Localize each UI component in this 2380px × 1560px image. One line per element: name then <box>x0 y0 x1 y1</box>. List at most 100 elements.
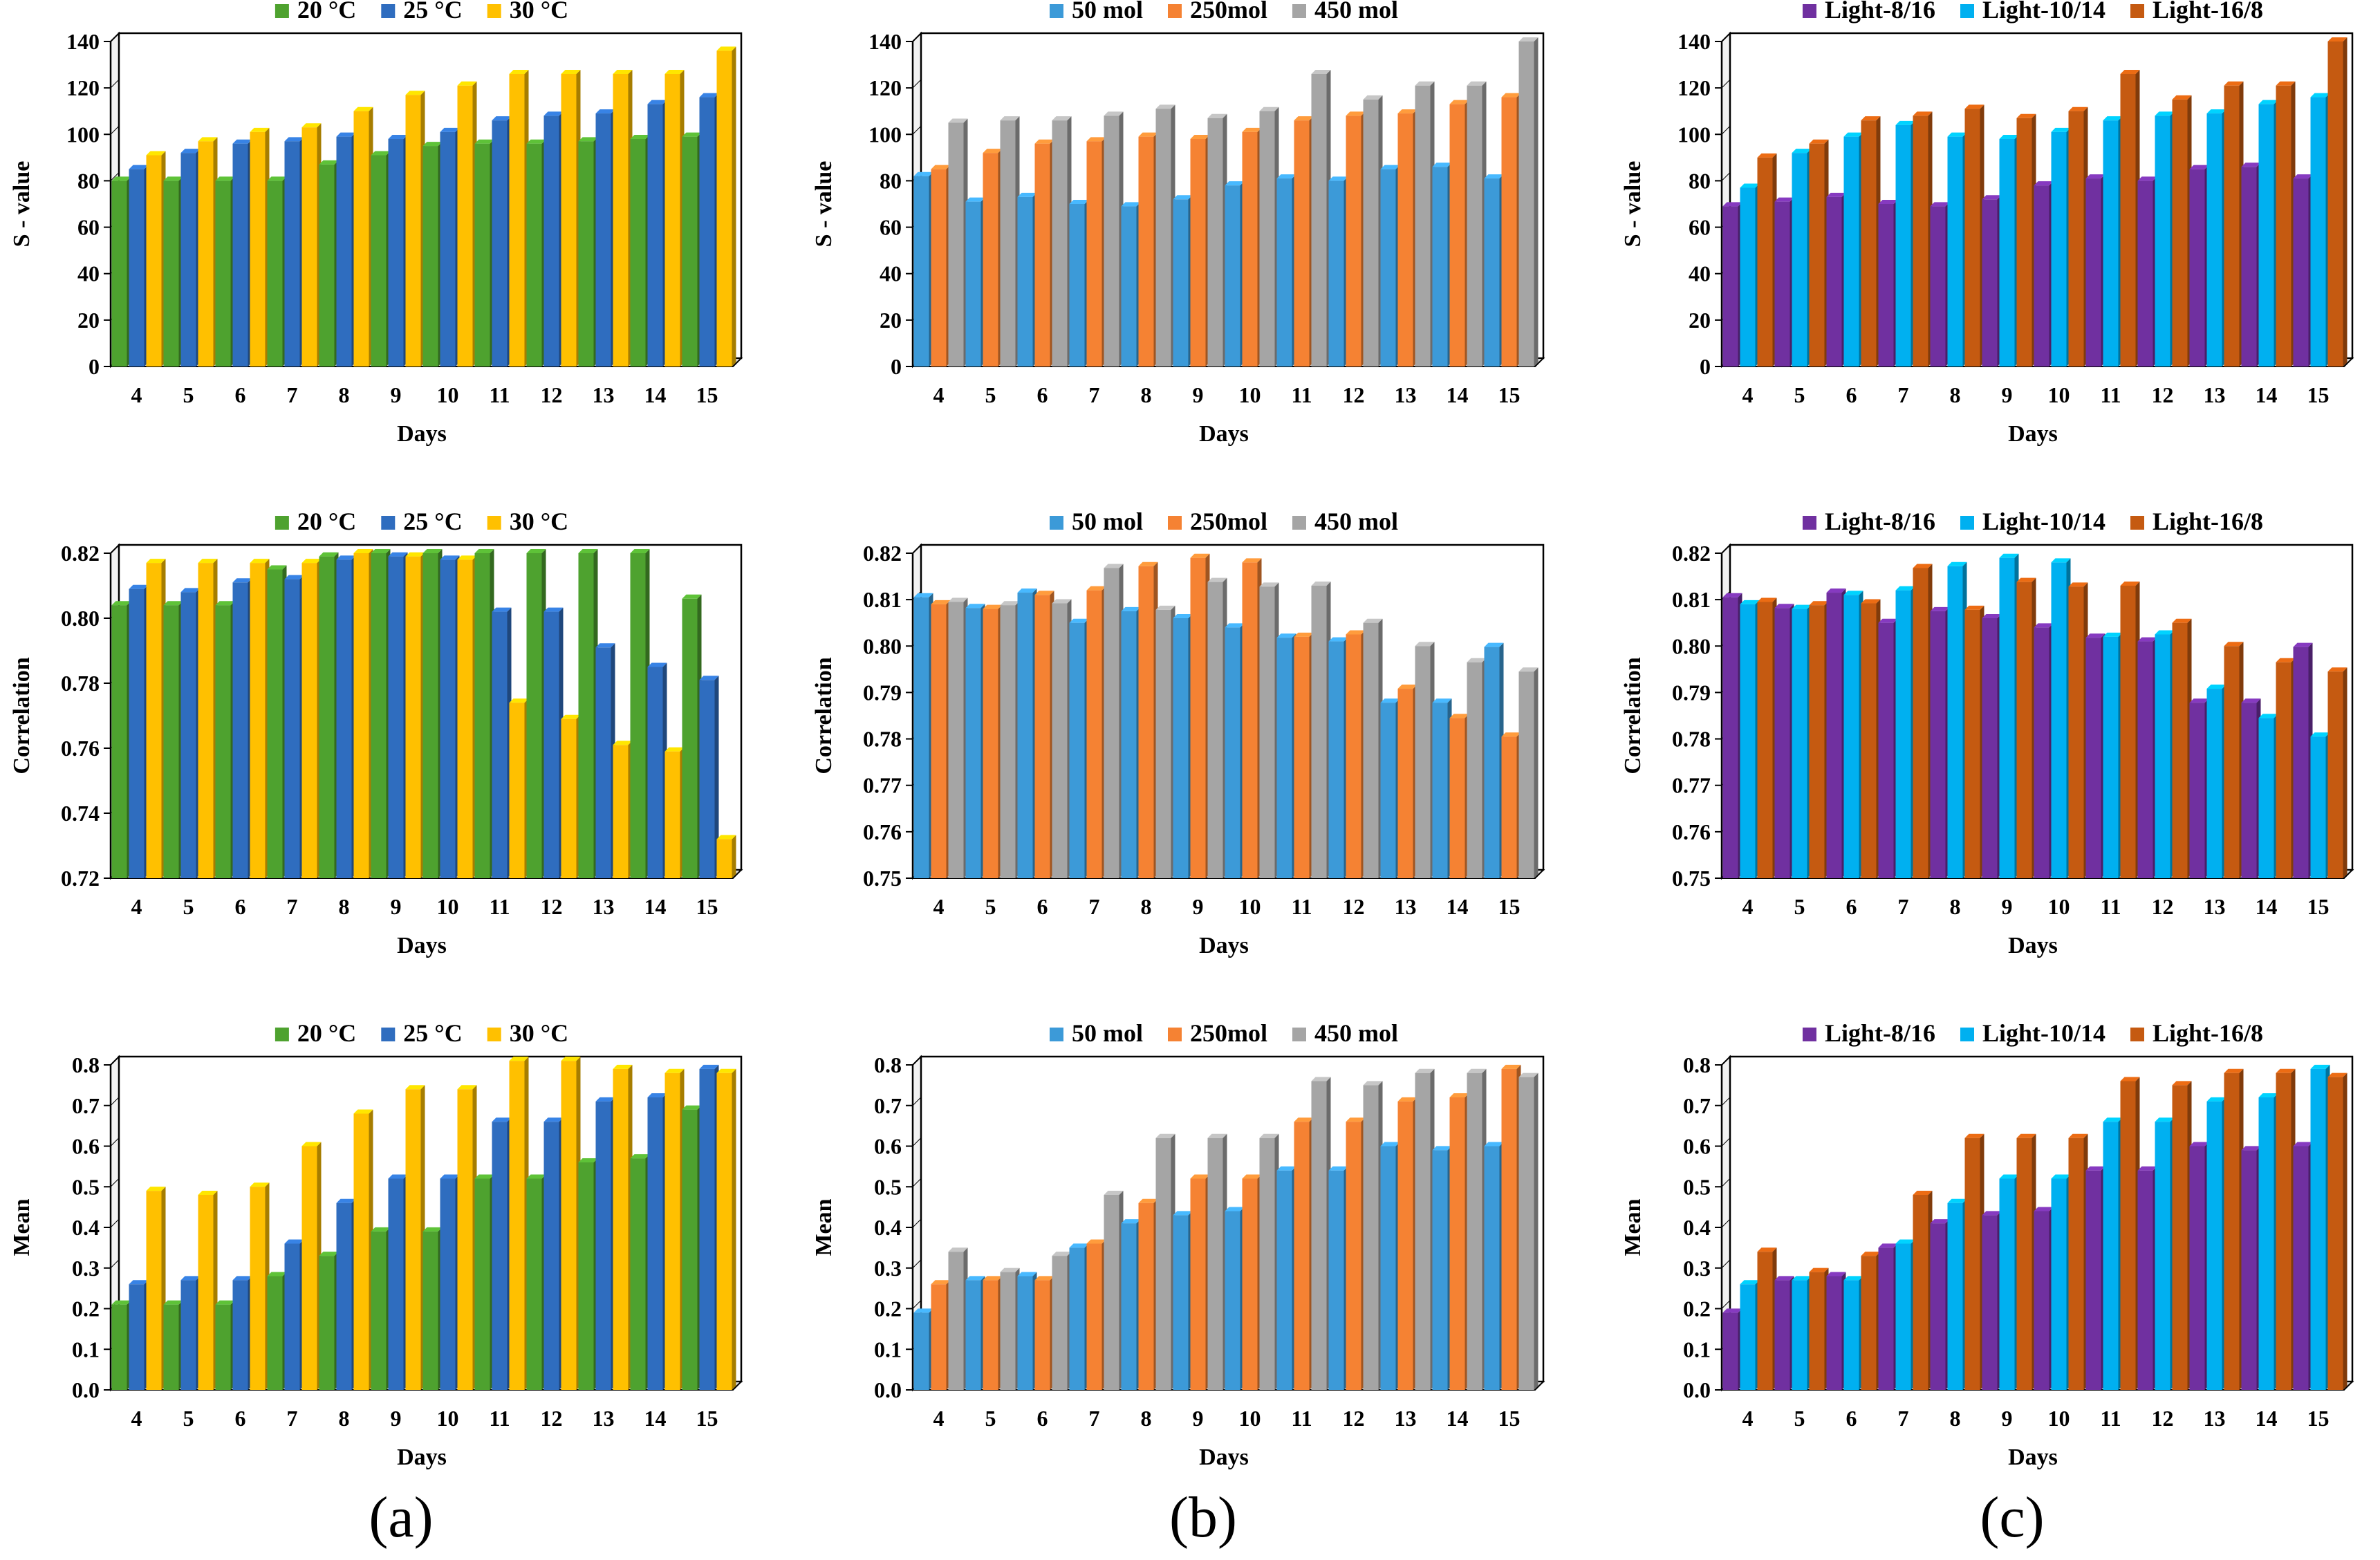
bar <box>2034 181 2054 366</box>
bar <box>1722 202 1742 366</box>
bar <box>913 171 933 366</box>
y-tick-label: 0.78 <box>1672 727 1711 752</box>
x-tick-label: 15 <box>696 894 718 919</box>
x-tick-label: 8 <box>1950 382 1961 407</box>
x-tick-label: 11 <box>2100 1406 2121 1431</box>
bar <box>1069 618 1089 878</box>
bar <box>1380 165 1400 366</box>
bar <box>405 552 425 878</box>
x-tick-label: 6 <box>1846 894 1857 919</box>
x-tick-label: 8 <box>339 1406 350 1431</box>
bar <box>353 549 373 878</box>
x-tick-label: 5 <box>1794 382 1805 407</box>
legend: Light-8/16 Light-10/14 Light-16/8 <box>1802 1019 2263 1047</box>
bar <box>1155 104 1175 366</box>
y-tick-link <box>110 1138 120 1146</box>
x-axis-label: Days <box>2008 421 2058 447</box>
y-tick-link <box>912 1097 922 1106</box>
bar <box>474 1174 494 1390</box>
x-tick-label: 14 <box>2256 1406 2278 1431</box>
y-tick-label: 0.6 <box>1683 1134 1711 1159</box>
y-tick-label: 0.77 <box>863 773 902 798</box>
bar <box>1138 561 1158 878</box>
bar <box>1930 1219 1950 1390</box>
bar <box>1138 132 1158 366</box>
x-tick-label: 8 <box>1141 1406 1152 1431</box>
legend-label: 20 °C <box>297 0 356 24</box>
bar <box>457 1085 477 1390</box>
bar <box>983 149 1003 366</box>
bar <box>1740 1280 1760 1390</box>
legend-label: Light-10/14 <box>1982 0 2105 24</box>
y-tick-link <box>1721 1056 1731 1066</box>
y-tick-link <box>1721 544 1731 554</box>
x-tick-label: 4 <box>1742 1406 1754 1431</box>
bar <box>1792 149 1812 366</box>
x-tick-label: 6 <box>1037 1406 1048 1431</box>
bar <box>2051 127 2071 366</box>
y-tick-label: 0.3 <box>874 1256 902 1281</box>
bar <box>1190 1174 1210 1390</box>
x-tick-label: 7 <box>287 894 298 919</box>
y-tick-link <box>912 1056 922 1066</box>
bar <box>1415 642 1435 878</box>
chart-c-mean: 0.0 0.1 0.2 0.3 0.4 0.5 0.6 0.7 0.8 4 5 6 7 8 9 10 11 12 1… <box>1620 1019 2354 1470</box>
bar <box>630 1154 650 1390</box>
bar <box>284 137 304 366</box>
bar <box>180 588 201 878</box>
bar <box>2034 623 2054 878</box>
y-tick-label: 100 <box>1677 122 1711 147</box>
bar <box>2120 1077 2140 1390</box>
bar <box>1086 586 1106 878</box>
bar <box>1346 111 1366 366</box>
y-tick-label: 60 <box>1689 215 1711 240</box>
bar <box>1328 1166 1348 1390</box>
y-tick-label: 120 <box>66 75 100 100</box>
legend-swatch <box>1050 4 1063 18</box>
bar <box>1826 1272 1846 1390</box>
x-tick-label: 6 <box>235 382 246 407</box>
x-tick-label: 4 <box>1742 382 1754 407</box>
bar <box>1467 81 1487 367</box>
x-tick-label: 14 <box>644 894 667 919</box>
bar <box>492 607 512 878</box>
x-tick-label: 4 <box>131 382 142 407</box>
bar <box>965 197 985 366</box>
bar <box>1311 1077 1331 1390</box>
bar <box>1449 1093 1469 1390</box>
bar <box>2310 1064 2330 1390</box>
bar <box>1242 1174 1262 1390</box>
bar <box>1484 1142 1504 1390</box>
bar <box>1311 70 1331 366</box>
bar <box>1104 1191 1124 1390</box>
bar <box>2051 1174 2071 1390</box>
bar <box>1276 174 1296 367</box>
x-tick-label: 8 <box>339 894 350 919</box>
bar <box>965 604 985 878</box>
y-tick-label: 0.2 <box>874 1297 902 1321</box>
bar <box>1104 111 1124 366</box>
bar <box>2258 100 2278 366</box>
x-axis-label: Days <box>397 1445 447 1470</box>
bar <box>1328 637 1348 878</box>
bar <box>198 1191 218 1390</box>
bar <box>2189 1142 2209 1390</box>
bar <box>2206 685 2226 878</box>
x-tick-label: 11 <box>2100 894 2121 919</box>
bar <box>931 165 951 366</box>
bar <box>1259 582 1279 878</box>
bar <box>699 1064 719 1390</box>
legend-swatch <box>2130 1028 2145 1041</box>
bar <box>1207 1133 1227 1390</box>
bar <box>284 575 304 878</box>
x-tick-label: 5 <box>985 382 996 407</box>
y-tick-link <box>1721 125 1731 135</box>
y-tick-label: 0.0 <box>72 1377 100 1402</box>
bar <box>1207 113 1227 367</box>
x-axis-label: Days <box>2008 1445 2058 1470</box>
bar <box>2137 176 2157 366</box>
x-tick-label: 14 <box>1447 1406 1469 1431</box>
y-tick-label: 20 <box>77 308 100 333</box>
y-tick-label: 0.76 <box>61 736 100 761</box>
x-tick-label: 4 <box>933 382 945 407</box>
